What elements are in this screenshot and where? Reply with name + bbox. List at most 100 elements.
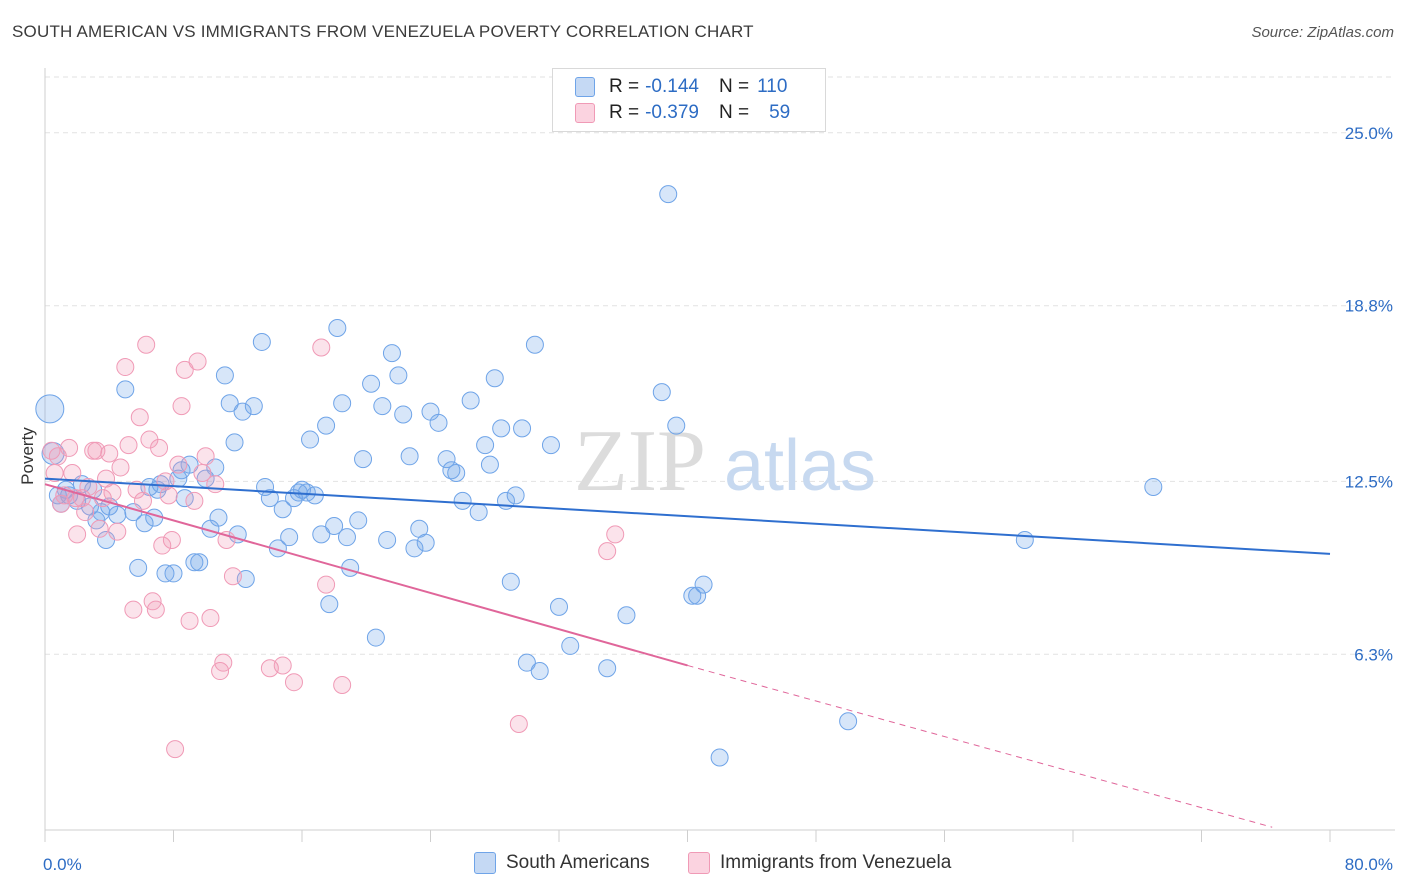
point-venezuela: [273, 656, 292, 675]
legend-n-label: N =: [718, 102, 750, 123]
point-south-americans: [185, 553, 204, 572]
point-south-americans: [280, 528, 299, 547]
legend-r-value: -0.379: [645, 102, 699, 123]
point-venezuela: [312, 338, 331, 357]
point-venezuela: [214, 653, 233, 672]
legend-n-value: 59: [769, 102, 791, 123]
trend-line-south-americans: [44, 477, 1331, 555]
point-south-americans: [273, 500, 292, 519]
point-venezuela: [153, 536, 172, 555]
legend-row-venezuela: R = -0.379 N = 59: [575, 101, 790, 125]
point-venezuela: [606, 525, 625, 544]
legend-swatch-pink: [575, 103, 595, 123]
point-south-americans: [461, 391, 480, 410]
point-venezuela: [127, 480, 146, 499]
legend-swatch-blue: [575, 77, 595, 97]
trend-line-venezuela: [44, 483, 688, 667]
point-south-americans: [429, 413, 448, 432]
point-venezuela: [63, 464, 82, 483]
point-venezuela: [146, 600, 165, 619]
point-south-americans: [710, 748, 729, 767]
point-south-americans: [839, 712, 858, 731]
point-south-americans: [233, 402, 252, 421]
point-venezuela: [150, 438, 169, 457]
point-south-americans: [366, 628, 385, 647]
legend-n-value: 110: [757, 76, 788, 97]
point-south-americans: [382, 344, 401, 363]
point-south-americans: [617, 606, 636, 625]
point-south-americans: [530, 662, 549, 681]
point-venezuela: [223, 567, 242, 586]
point-south-americans: [225, 433, 244, 452]
chart-title: SOUTH AMERICAN VS IMMIGRANTS FROM VENEZU…: [12, 22, 754, 41]
correlation-legend: R = -0.144 N = 110 R = -0.379 N = 59: [552, 68, 826, 132]
legend-label: Immigrants from Venezuela: [720, 852, 952, 873]
point-south-americans: [252, 332, 271, 351]
point-south-americans: [35, 394, 65, 424]
point-venezuela: [509, 715, 528, 734]
legend-item-venezuela[interactable]: Immigrants from Venezuela: [688, 852, 951, 874]
point-venezuela: [317, 575, 336, 594]
point-south-americans: [525, 335, 544, 354]
legend-r-value: -0.144: [645, 76, 699, 97]
source-label: Source: ZipAtlas.com: [1251, 24, 1394, 41]
watermark-atlas: atlas: [724, 426, 876, 506]
point-south-americans: [541, 436, 560, 455]
point-south-americans: [437, 450, 456, 469]
point-south-americans: [135, 514, 154, 533]
point-south-americans: [469, 503, 488, 522]
legend-r-label: R =: [609, 76, 640, 97]
point-south-americans: [480, 455, 499, 474]
point-venezuela: [175, 360, 194, 379]
point-south-americans: [220, 394, 239, 413]
point-venezuela: [100, 444, 119, 463]
legend-swatch-pink: [688, 852, 710, 874]
point-south-americans: [129, 558, 148, 577]
point-venezuela: [284, 673, 303, 692]
point-south-americans: [394, 405, 413, 424]
point-south-americans: [328, 319, 347, 337]
point-venezuela: [111, 458, 130, 477]
point-south-americans: [485, 369, 504, 388]
point-venezuela: [201, 609, 220, 628]
x-tick-label: 0.0%: [43, 855, 82, 874]
point-south-americans: [400, 447, 419, 466]
point-venezuela: [196, 447, 215, 466]
data-points: [35, 185, 1163, 767]
point-south-americans: [694, 575, 713, 594]
y-axis-label: Poverty: [18, 427, 37, 485]
watermark: ZIP atlas: [574, 413, 876, 510]
point-south-americans: [354, 450, 373, 469]
point-south-americans: [652, 383, 671, 402]
y-tick-label: 25.0%: [1345, 124, 1393, 143]
legend-item-south-americans[interactable]: South Americans: [474, 852, 650, 874]
point-south-americans: [209, 508, 228, 527]
y-tick-label: 18.8%: [1345, 297, 1393, 316]
point-south-americans: [389, 366, 408, 385]
point-south-americans: [667, 416, 686, 435]
legend-r-label: R =: [609, 102, 640, 123]
legend-row-south-americans: R = -0.144 N = 110: [575, 75, 787, 99]
point-venezuela: [206, 475, 225, 494]
point-south-americans: [260, 489, 279, 508]
point-south-americans: [506, 486, 525, 505]
point-south-americans: [550, 597, 568, 616]
point-venezuela: [130, 408, 149, 427]
point-south-americans: [561, 636, 580, 655]
point-south-americans: [333, 394, 352, 413]
point-venezuela: [124, 600, 143, 619]
tick-labels: 6.3% 12.5% 18.8% 25.0% 0.0% 80.0% Poverty: [18, 124, 1393, 874]
point-venezuela: [68, 525, 87, 544]
point-south-americans: [1015, 530, 1034, 549]
point-south-americans: [442, 461, 461, 480]
point-venezuela: [133, 491, 152, 510]
point-south-americans: [301, 430, 320, 449]
point-south-americans: [320, 595, 339, 614]
point-south-americans: [108, 505, 127, 524]
x-tick-label: 80.0%: [1345, 855, 1393, 874]
watermark-zip: ZIP: [574, 413, 706, 510]
point-south-americans: [416, 533, 435, 552]
point-south-americans: [373, 397, 392, 416]
point-venezuela: [169, 455, 188, 474]
legend-label: South Americans: [506, 852, 650, 873]
